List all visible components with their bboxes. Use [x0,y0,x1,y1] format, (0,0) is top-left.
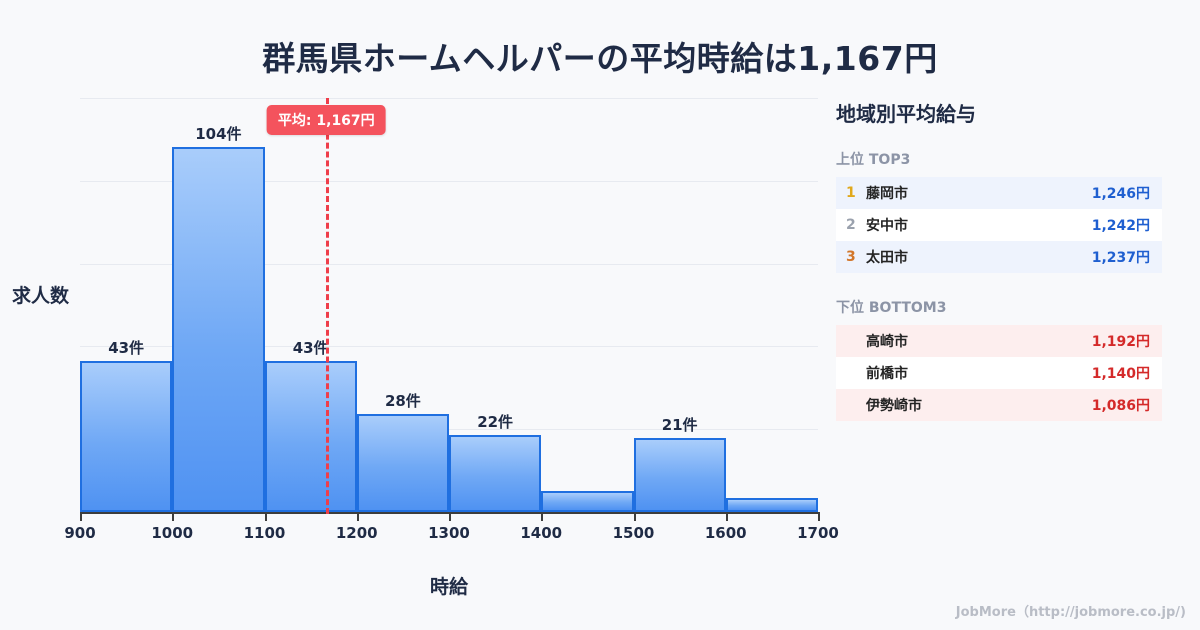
rank-number: 2 [846,217,856,233]
x-tick [818,512,820,521]
histogram-bar [725,497,818,512]
rank-number: 1 [846,185,856,201]
gridline [80,264,818,265]
city-name: 藤岡市 [866,186,908,202]
top3-label: 上位 TOP3 [836,152,911,168]
x-tick [80,512,82,521]
average-dashed-line [326,98,330,514]
histogram-bar [356,413,449,512]
rank-number: 3 [846,249,856,265]
x-tick-label: 1100 [243,524,286,542]
y-axis-title: 求人数 [12,285,70,307]
city-name: 安中市 [866,218,908,234]
x-tick-label: 1300 [428,524,470,542]
plot-area: 43件 104件 43件 28件 22件 21件 [80,98,818,512]
city-wage-value: 1,246円 [1091,186,1150,202]
table-row[interactable]: 前橋市 1,140円 [836,357,1162,389]
x-tick-label: 1200 [335,524,378,542]
city-wage-value: 1,086円 [1091,398,1150,414]
table-row[interactable]: 1 藤岡市 1,246円 [836,177,1162,209]
average-badge: 平均: 1,167円 [266,105,386,135]
bar-value-label: 104件 [195,125,242,144]
histogram-chart: 求人数 43件 104件 43件 28件 22件 21件 900 1000 1100 1200 1… [12,98,839,598]
city-wage-value: 1,192円 [1091,334,1150,350]
bar-value-label: 22件 [477,412,514,431]
gridline [80,346,818,347]
table-row[interactable]: 2 安中市 1,242円 [836,209,1162,241]
x-tick [264,512,267,521]
x-tick-label: 1500 [612,524,655,542]
bar-value-label: 43件 [292,339,329,358]
x-tick [449,512,451,521]
x-tick-label: 1700 [797,524,839,542]
x-tick [725,512,728,521]
gridline [80,98,818,99]
table-row[interactable]: 伊勢崎市 1,086円 [836,389,1162,421]
city-name: 前橋市 [866,366,908,382]
x-tick-label: 1400 [520,524,563,542]
histogram-bar [541,490,634,512]
bottom3-label: 下位 BOTTOM3 [836,300,947,316]
x-tick [541,512,544,521]
city-wage-value: 1,237円 [1091,250,1150,266]
x-tick-label: 900 [64,524,96,542]
table-row[interactable]: 高崎市 1,192円 [836,325,1162,357]
city-wage-value: 1,242円 [1091,218,1150,234]
page-title: 群馬県ホームヘルパーの平均時給は1,167円 [262,39,938,78]
gridline [80,181,818,182]
watermark: JobMore（http://jobmore.co.jp/) [955,605,1186,620]
table-row[interactable]: 3 太田市 1,237円 [836,241,1162,273]
x-tick [356,512,359,521]
city-wage-value: 1,140円 [1091,366,1150,382]
gridline [80,429,818,430]
x-tick-label: 1600 [704,524,747,542]
x-tick [633,512,636,521]
histogram-bar [264,361,357,512]
bar-value-label: 43件 [108,339,145,358]
x-tick-label: 1000 [151,524,194,542]
region-salary-panel: 地域別平均給与 上位 TOP3 1 藤岡市 1,246円 2 安中市 1,242円 3 太田市… [836,98,1166,445]
bottom3-table: 高崎市 1,192円前橋市 1,140円伊勢崎市 1,086円 [836,325,1162,421]
top3-table: 1 藤岡市 1,246円 2 安中市 1,242円 3 太田市 1,237円 [836,177,1162,273]
city-name: 伊勢崎市 [866,398,922,414]
city-name: 太田市 [866,250,908,266]
histogram-bar [449,434,542,512]
bar-value-label: 21件 [661,416,698,435]
city-name: 高崎市 [866,334,908,350]
x-axis-title: 時給 [429,576,468,598]
histogram-bar [172,147,265,512]
histogram-bar [633,438,726,512]
bar-value-label: 28件 [384,391,421,410]
x-tick [172,512,175,521]
histogram-bar [80,361,173,512]
panel-title: 地域別平均給与 [836,102,976,126]
